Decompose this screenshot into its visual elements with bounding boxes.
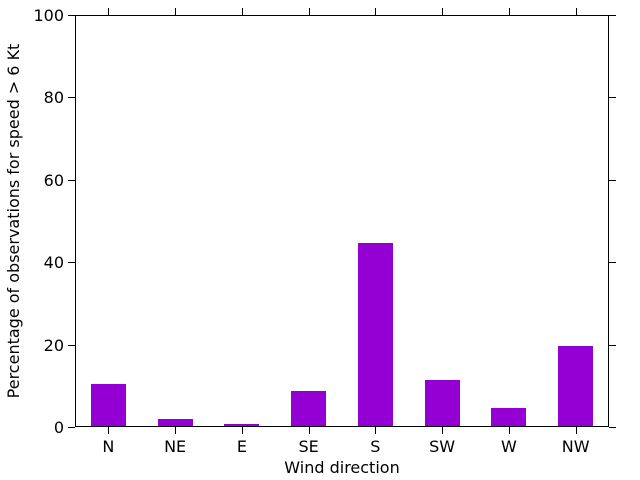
plot-area	[75, 15, 609, 427]
y-tick-left	[68, 180, 75, 181]
x-tick-bottom	[442, 427, 443, 434]
x-tick-label-E: E	[236, 437, 247, 456]
x-tick-bottom	[175, 427, 176, 434]
x-tick-bottom	[509, 427, 510, 434]
x-tick-label-N: N	[102, 437, 115, 456]
bar-N	[91, 384, 126, 426]
x-tick-label-NW: NW	[561, 437, 590, 456]
y-tick-left	[68, 427, 75, 428]
bar-SE	[291, 391, 326, 426]
y-tick-label: 40	[43, 252, 64, 272]
bar-S	[358, 243, 393, 426]
x-tick-bottom	[242, 427, 243, 434]
x-tick-top	[309, 8, 310, 15]
x-tick-top	[375, 8, 376, 15]
bar-E	[224, 424, 259, 426]
bar-SW	[425, 380, 460, 426]
x-tick-bottom	[309, 427, 310, 434]
x-tick-top	[108, 8, 109, 15]
y-tick-label: 100	[33, 5, 64, 25]
y-tick-right	[609, 427, 616, 428]
y-tick-right	[609, 97, 616, 98]
x-tick-label-NE: NE	[164, 437, 187, 456]
y-tick-right	[609, 15, 616, 16]
y-tick-left	[68, 97, 75, 98]
y-tick-label: 0	[53, 417, 64, 437]
y-tick-left	[68, 15, 75, 16]
x-tick-label-SE: SE	[298, 437, 319, 456]
x-tick-top	[509, 8, 510, 15]
y-tick-left	[68, 262, 75, 263]
x-tick-top	[442, 8, 443, 15]
y-tick-label: 20	[43, 335, 64, 355]
x-tick-label-W: W	[500, 437, 517, 456]
y-tick-label: 60	[43, 170, 64, 190]
x-tick-label-S: S	[370, 437, 381, 456]
y-tick-right	[609, 262, 616, 263]
y-axis-label: Percentage of observations for speed > 6…	[4, 43, 23, 399]
x-tick-bottom	[576, 427, 577, 434]
y-tick-label: 80	[43, 87, 64, 107]
x-tick-label-SW: SW	[429, 437, 456, 456]
y-tick-left	[68, 345, 75, 346]
bar-NE	[158, 419, 193, 426]
x-tick-bottom	[375, 427, 376, 434]
x-tick-bottom	[108, 427, 109, 434]
x-tick-top	[242, 8, 243, 15]
x-tick-top	[175, 8, 176, 15]
x-tick-top	[576, 8, 577, 15]
bar-NW	[558, 346, 593, 426]
bar-W	[491, 408, 526, 426]
y-tick-right	[609, 180, 616, 181]
x-axis-label: Wind direction	[284, 458, 400, 477]
y-tick-right	[609, 345, 616, 346]
